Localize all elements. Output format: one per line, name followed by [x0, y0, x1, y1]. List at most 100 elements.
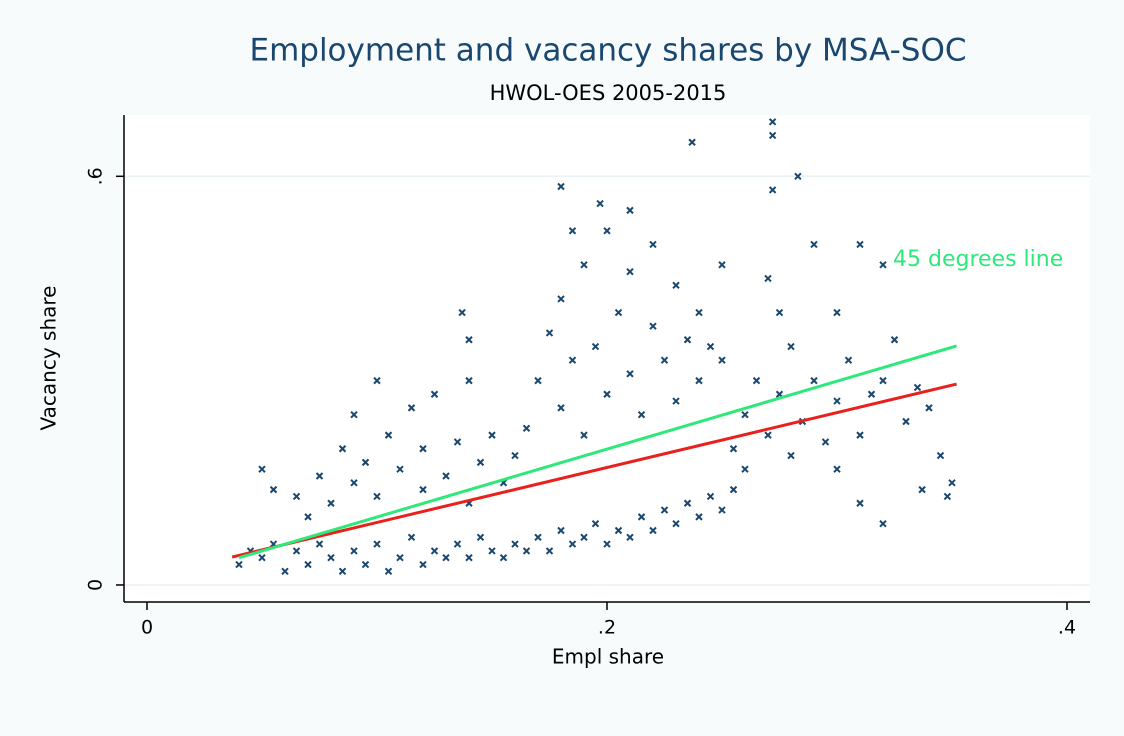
scatter-point: [752, 376, 761, 385]
scatter-point: [672, 397, 680, 405]
scatter-point: [603, 390, 611, 398]
scatter-point: [557, 404, 565, 412]
scatter-point: [591, 342, 600, 351]
scatter-point: [856, 499, 864, 507]
scatter-point: [292, 492, 301, 501]
y-tick-label: .6: [85, 167, 107, 185]
scatter-point: [384, 431, 393, 439]
line: [238, 344, 958, 560]
scatter-point: [649, 526, 657, 535]
scatter-point: [729, 445, 738, 453]
scatter-point: [729, 485, 738, 494]
scatter-point: [649, 322, 657, 330]
scatter-point: [258, 554, 266, 562]
scatter-point: [943, 492, 952, 501]
scatter-point: [580, 533, 588, 542]
scatter-point: [419, 445, 427, 453]
scatter-point: [384, 567, 393, 576]
scatter-point: [511, 540, 519, 548]
scatter-point: [718, 261, 726, 269]
scatter-point: [522, 547, 531, 555]
scatter-point: [626, 533, 634, 542]
scatter-point: [269, 485, 278, 494]
scatter-point: [626, 206, 634, 215]
scatter-point: [580, 261, 588, 269]
scatter-point: [350, 410, 358, 419]
scatter-point: [258, 465, 266, 473]
scatter-point: [603, 540, 611, 548]
y-tick-label: 0: [85, 579, 107, 591]
scatter-point: [879, 261, 887, 269]
scatter-point: [649, 240, 657, 249]
scatter-point: [833, 308, 841, 317]
scatter-point: [833, 465, 841, 473]
scatter-point: [430, 390, 439, 398]
scatter-point: [350, 479, 358, 487]
scatter-point: [476, 458, 485, 467]
scatter-point: [925, 404, 933, 412]
scatter-point: [430, 547, 439, 555]
scatter-point: [637, 410, 646, 419]
scatter-point: [568, 227, 577, 235]
scatter-point: [741, 465, 749, 473]
scatter-point: [419, 485, 427, 494]
scatter-point: [580, 431, 588, 439]
scatter-point: [879, 376, 887, 385]
scatter-point: [764, 431, 772, 439]
scatter-point: [488, 431, 496, 439]
scatter-point: [453, 438, 462, 446]
scatter-point: [794, 172, 802, 181]
scatter-point: [768, 131, 777, 140]
scatter-point: [545, 547, 554, 555]
x-tick-label: .2: [598, 617, 616, 639]
scatter-point: [810, 376, 818, 385]
scatter-point: [913, 383, 922, 392]
scatter-point: [568, 356, 577, 364]
scatter-point: [672, 519, 680, 528]
scatter-point: [557, 295, 565, 303]
scatter-point: [315, 540, 324, 548]
scatter-point: [292, 547, 301, 555]
scatter-point: [361, 458, 370, 467]
scatter-point: [304, 513, 312, 521]
scatter-point: [361, 560, 370, 569]
scatter-point: [596, 199, 604, 208]
scatter-point: [833, 397, 841, 405]
scatter-point: [844, 356, 853, 364]
chart-title: Employment and vacancy shares by MSA-SOC: [249, 33, 966, 69]
scatter-point: [672, 281, 680, 289]
scatter-point: [407, 404, 416, 412]
scatter-point: [568, 540, 577, 548]
scatter-point: [918, 485, 926, 494]
scatter-point: [396, 465, 404, 473]
plot-area: [124, 115, 1090, 602]
scatter-point: [768, 186, 777, 194]
scatter-point: [695, 308, 703, 317]
scatter-point: [453, 540, 462, 548]
scatter-point: [557, 182, 565, 191]
scatter-point: [890, 336, 899, 344]
scatter-point: [775, 308, 784, 317]
scatter-point: [718, 356, 726, 364]
scatter-point: [683, 499, 692, 507]
x-axis-label: Empl share: [552, 645, 664, 669]
scatter-point: [603, 227, 611, 235]
scatter-point: [936, 451, 945, 460]
scatter-point: [350, 547, 358, 555]
scatter-point: [522, 424, 531, 433]
scatter-point: [718, 506, 726, 514]
scatter-point: [338, 445, 347, 453]
scatter-point: [419, 560, 427, 569]
scatter-point: [902, 417, 910, 426]
scatter-point: [338, 567, 347, 576]
scatter-point: [465, 554, 473, 562]
scatter-point: [764, 274, 772, 283]
scatter-point: [442, 472, 450, 480]
scatter-point: [327, 554, 335, 562]
scatter-point: [557, 526, 565, 535]
scatter-point: [373, 376, 381, 385]
scatter-point: [465, 376, 473, 385]
scatter-point: [856, 431, 864, 439]
scatter-point: [660, 356, 669, 364]
